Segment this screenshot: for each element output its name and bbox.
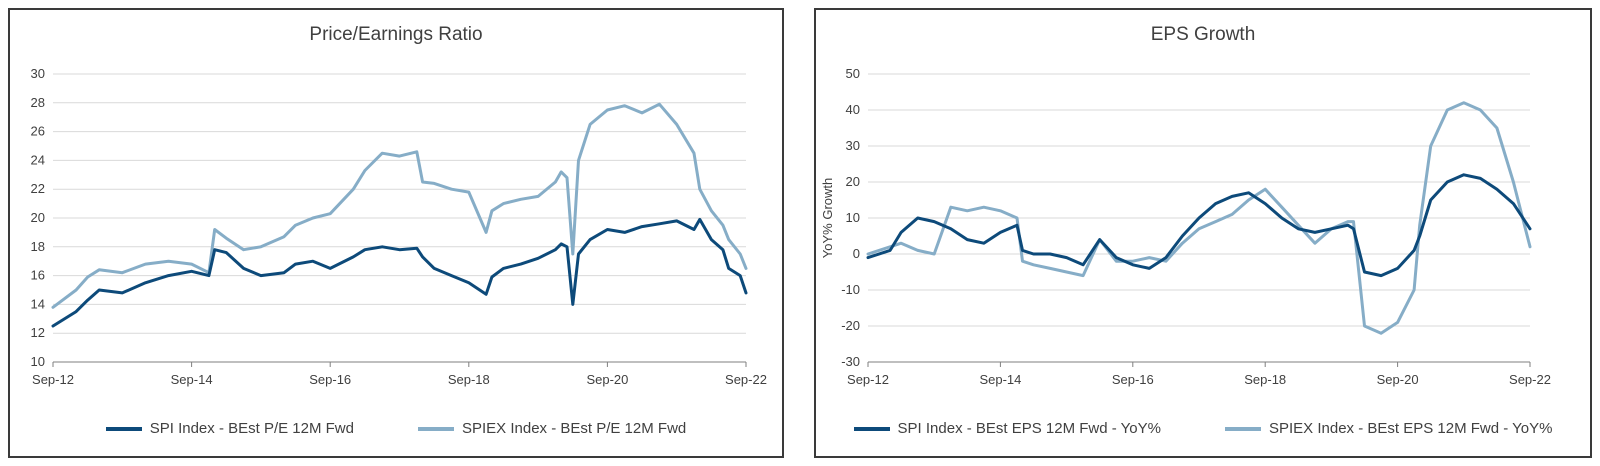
gridlines	[53, 73, 746, 363]
x-tick-label: Sep-14	[979, 372, 1021, 387]
y-axis-label: YoY% Growth	[820, 178, 835, 258]
y-tick-label: 24	[31, 152, 45, 167]
legend-item-spiex: SPIEX Index - BEst EPS 12M Fwd - YoY%	[1224, 420, 1553, 437]
y-tick-label: 0	[853, 246, 860, 261]
x-tick-label: Sep-12	[847, 372, 889, 387]
x-tick-label: Sep-22	[1509, 372, 1551, 387]
chart-title: EPS Growth	[1150, 24, 1256, 45]
legend-label: SPIEX Index - BEst EPS 12M Fwd - YoY%	[1268, 420, 1553, 437]
x-tick-label: Sep-16	[309, 372, 351, 387]
y-tick-label: 16	[31, 268, 45, 283]
y-tick-label: 10	[846, 210, 860, 225]
y-tick-label: 12	[31, 325, 45, 340]
x-tick-label: Sep-20	[586, 372, 628, 387]
series-line-spiex	[51, 102, 748, 309]
x-tick-label: Sep-20	[1377, 372, 1419, 387]
legend-label: SPIEX Index - BEst P/E 12M Fwd	[461, 420, 687, 437]
pe-ratio-chart-panel: Price/Earnings Ratio 10 12 14 16 18 20 22 24 26 2…	[8, 8, 784, 458]
legend-swatch-light	[417, 426, 454, 431]
legend-item-spi: SPI Index - BEst P/E 12M Fwd	[105, 420, 354, 437]
chart-title: Price/Earnings Ratio	[309, 24, 483, 45]
y-tick-label: -10	[841, 282, 860, 297]
y-tick-label: 20	[31, 210, 45, 225]
legend-swatch-dark	[105, 426, 142, 431]
y-tick-label: 18	[31, 239, 45, 254]
y-tick-label: -20	[841, 318, 860, 333]
eps-growth-chart: -30 -20 -10 0 10 20 30 40 50 Sep-12 Sep-14 Sep-16 Se…	[820, 66, 1551, 387]
x-tick-label: Sep-12	[32, 372, 74, 387]
x-tick-label: Sep-18	[1244, 372, 1286, 387]
y-tick-label: 20	[846, 174, 860, 189]
y-tick-label: 26	[31, 124, 45, 139]
y-tick-label: 30	[846, 138, 860, 153]
legend-label: SPI Index - BEst EPS 12M Fwd - YoY%	[897, 420, 1161, 437]
y-tick-label: -30	[841, 354, 860, 369]
eps-growth-chart-panel: EPS Growth -30 -20 -10 0 10 20 30 40 50 Sep-12 Sep…	[814, 8, 1592, 458]
legend-swatch-dark	[853, 426, 890, 431]
x-tick-label: Sep-16	[1112, 372, 1154, 387]
legend-label: SPI Index - BEst P/E 12M Fwd	[149, 420, 354, 437]
y-tick-label: 22	[31, 181, 45, 196]
legend-item-spi: SPI Index - BEst EPS 12M Fwd - YoY%	[853, 420, 1161, 437]
series-line-spi	[866, 173, 1532, 278]
pe-ratio-chart: 10 12 14 16 18 20 22 24 26 28 30 Sep-12 Sep-14 Sep-16…	[31, 66, 767, 387]
x-tick-label: Sep-14	[171, 372, 213, 387]
y-tick-label: 50	[846, 66, 860, 81]
chart-legend: SPI Index - BEst P/E 12M Fwd SPIEX Index…	[10, 420, 782, 437]
y-tick-label: 10	[31, 354, 45, 369]
y-tick-label: 28	[31, 95, 45, 110]
legend-item-spiex: SPIEX Index - BEst P/E 12M Fwd	[417, 420, 687, 437]
chart-legend: SPI Index - BEst EPS 12M Fwd - YoY% SPIE…	[816, 420, 1590, 437]
x-tick-label: Sep-22	[725, 372, 767, 387]
series-line-spi	[51, 217, 748, 328]
y-tick-label: 14	[31, 296, 45, 311]
y-tick-label: 30	[31, 66, 45, 81]
legend-swatch-light	[1224, 426, 1261, 431]
y-tick-label: 40	[846, 102, 860, 117]
x-tick-label: Sep-18	[448, 372, 490, 387]
